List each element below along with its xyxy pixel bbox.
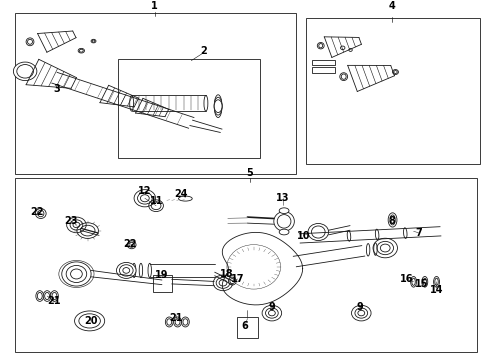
Text: 10: 10: [297, 230, 310, 240]
Ellipse shape: [92, 40, 95, 42]
Ellipse shape: [274, 212, 294, 231]
Text: 19: 19: [155, 270, 169, 280]
Ellipse shape: [45, 292, 49, 300]
Ellipse shape: [17, 64, 33, 78]
Text: 3: 3: [53, 84, 60, 94]
Ellipse shape: [148, 263, 151, 278]
Ellipse shape: [173, 317, 181, 327]
Ellipse shape: [318, 42, 324, 49]
Ellipse shape: [403, 228, 407, 238]
Ellipse shape: [308, 224, 329, 240]
Ellipse shape: [27, 39, 32, 44]
Text: 22: 22: [30, 207, 44, 217]
Ellipse shape: [277, 215, 291, 228]
Ellipse shape: [175, 319, 180, 325]
Ellipse shape: [204, 95, 208, 111]
Ellipse shape: [13, 62, 37, 81]
Ellipse shape: [214, 100, 222, 113]
Ellipse shape: [341, 46, 345, 50]
Ellipse shape: [26, 38, 34, 46]
Ellipse shape: [341, 74, 346, 79]
Ellipse shape: [43, 291, 51, 301]
Text: 21: 21: [48, 296, 61, 306]
Ellipse shape: [52, 292, 57, 300]
Bar: [153, 275, 172, 292]
Text: 16: 16: [399, 274, 413, 284]
Ellipse shape: [319, 44, 323, 48]
Text: 7: 7: [415, 228, 422, 238]
Ellipse shape: [375, 229, 379, 240]
Ellipse shape: [279, 208, 289, 213]
Ellipse shape: [367, 244, 370, 256]
Text: 14: 14: [430, 285, 444, 294]
Text: 17: 17: [231, 274, 245, 284]
Ellipse shape: [50, 291, 58, 301]
Ellipse shape: [434, 276, 440, 287]
Bar: [118, 59, 260, 158]
Ellipse shape: [230, 279, 235, 284]
Text: 13: 13: [276, 193, 290, 203]
Ellipse shape: [340, 73, 347, 81]
Ellipse shape: [374, 243, 377, 255]
Text: 9: 9: [356, 302, 363, 312]
Text: 1: 1: [151, 1, 158, 11]
Ellipse shape: [123, 267, 130, 273]
Ellipse shape: [62, 262, 91, 286]
Text: 23: 23: [64, 216, 77, 226]
Text: 2: 2: [200, 46, 207, 56]
Ellipse shape: [66, 265, 87, 283]
Ellipse shape: [37, 292, 42, 300]
Text: 8: 8: [388, 216, 395, 226]
Bar: [15, 178, 477, 352]
Ellipse shape: [132, 263, 136, 278]
Text: 11: 11: [150, 196, 164, 206]
Ellipse shape: [78, 48, 84, 53]
Ellipse shape: [214, 97, 222, 115]
Ellipse shape: [183, 319, 188, 325]
Ellipse shape: [388, 213, 397, 227]
Ellipse shape: [394, 71, 397, 73]
Ellipse shape: [423, 278, 426, 285]
Bar: [306, 18, 480, 164]
Text: 9: 9: [269, 302, 275, 312]
Text: 20: 20: [84, 316, 98, 326]
Ellipse shape: [79, 49, 83, 52]
Ellipse shape: [392, 69, 398, 75]
Text: 18: 18: [220, 269, 234, 279]
Ellipse shape: [312, 226, 325, 238]
Ellipse shape: [165, 317, 173, 327]
Ellipse shape: [139, 263, 143, 278]
Bar: [312, 67, 335, 73]
Bar: [312, 59, 335, 65]
Text: 5: 5: [246, 168, 253, 178]
Ellipse shape: [435, 278, 438, 285]
Ellipse shape: [181, 317, 189, 327]
Ellipse shape: [347, 231, 351, 241]
Ellipse shape: [279, 229, 289, 235]
Text: 24: 24: [175, 189, 188, 199]
Ellipse shape: [130, 95, 134, 111]
Bar: [15, 13, 296, 174]
Ellipse shape: [167, 319, 172, 325]
Text: 22: 22: [123, 239, 137, 249]
Ellipse shape: [214, 95, 222, 117]
Ellipse shape: [422, 276, 428, 287]
Ellipse shape: [412, 278, 416, 285]
Text: 21: 21: [169, 313, 182, 323]
Ellipse shape: [228, 277, 236, 285]
Ellipse shape: [71, 269, 82, 279]
Text: 12: 12: [138, 186, 151, 197]
Ellipse shape: [120, 265, 133, 276]
Ellipse shape: [411, 276, 416, 287]
Ellipse shape: [36, 291, 44, 301]
Ellipse shape: [178, 196, 192, 201]
Text: 15: 15: [415, 279, 429, 289]
Ellipse shape: [117, 262, 136, 278]
Ellipse shape: [91, 39, 96, 43]
Text: 4: 4: [388, 1, 395, 11]
Text: 6: 6: [242, 321, 248, 331]
Ellipse shape: [349, 49, 352, 51]
Ellipse shape: [390, 215, 395, 225]
Bar: [237, 318, 258, 338]
